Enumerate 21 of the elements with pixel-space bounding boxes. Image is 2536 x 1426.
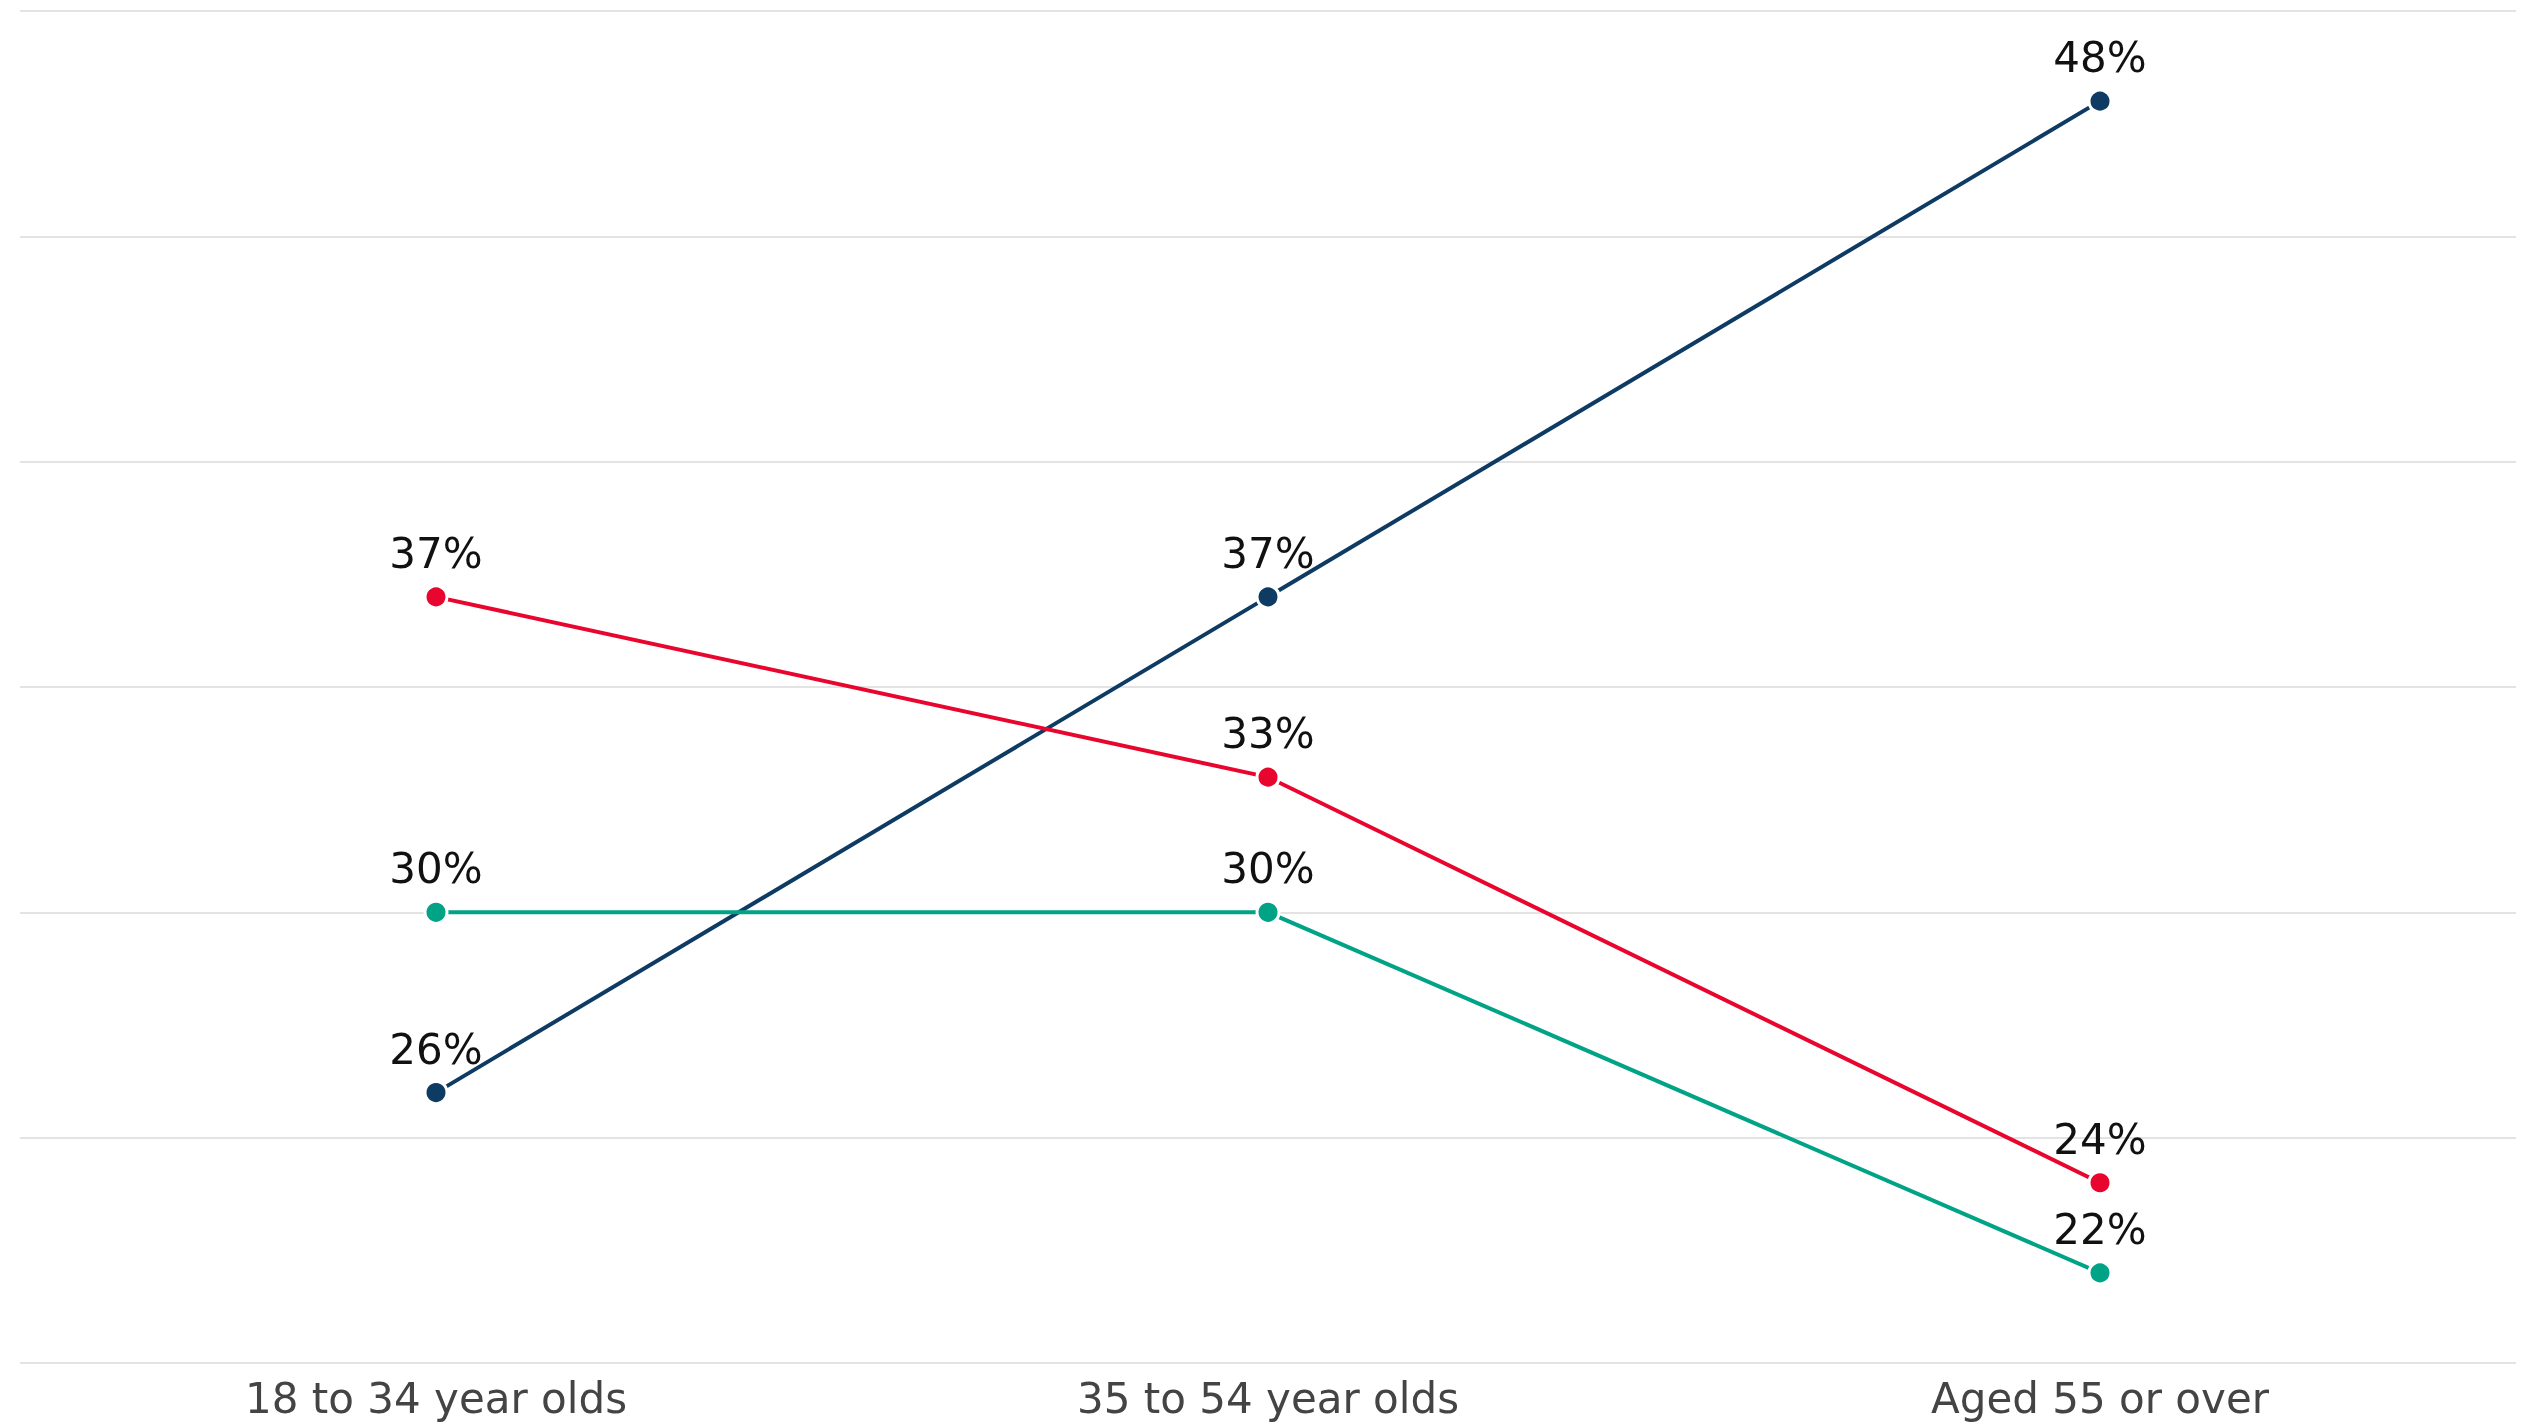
data-label: 37%: [1221, 528, 1315, 578]
point: [1255, 584, 1281, 610]
data-label: 22%: [2053, 1204, 2147, 1254]
data-label: 33%: [1221, 709, 1315, 759]
point: [423, 899, 449, 925]
point: [423, 1080, 449, 1106]
x-tick-label: Aged 55 or over: [1930, 1373, 2270, 1423]
point: [423, 584, 449, 610]
point: [2087, 1170, 2113, 1196]
point: [2087, 88, 2113, 114]
point: [1255, 764, 1281, 790]
x-tick-label: 18 to 34 year olds: [244, 1373, 628, 1423]
data-label: 30%: [389, 844, 483, 894]
data-label: 37%: [389, 528, 483, 578]
data-label: 30%: [1221, 844, 1315, 894]
point: [2087, 1260, 2113, 1286]
point: [1255, 899, 1281, 925]
data-label: 26%: [389, 1024, 483, 1074]
x-tick-label: 35 to 54 year olds: [1076, 1373, 1460, 1423]
data-label: 24%: [2053, 1114, 2147, 1164]
data-label: 48%: [2053, 33, 2147, 83]
